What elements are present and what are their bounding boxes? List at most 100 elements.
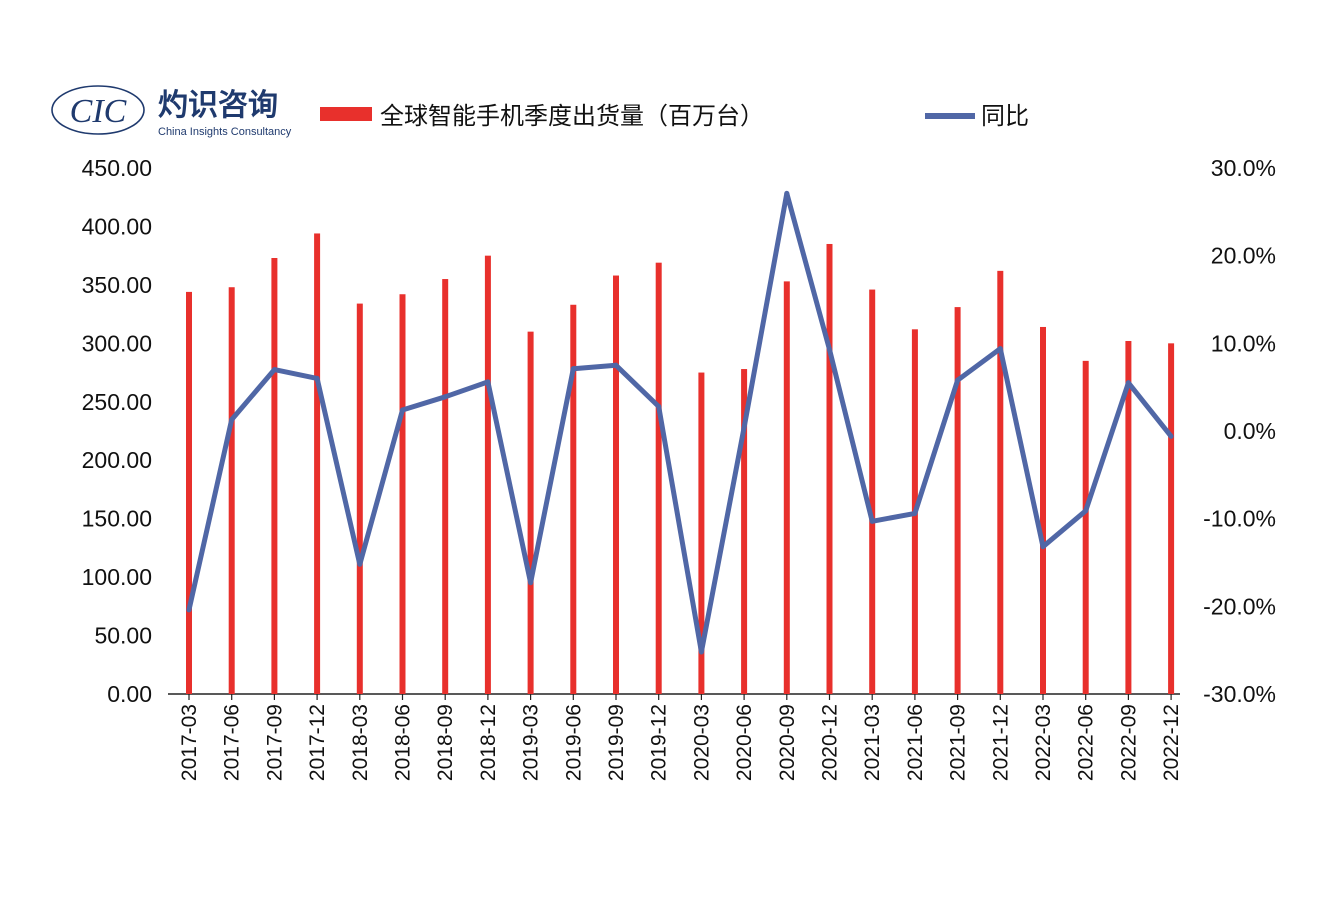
yoy-point-2020-09	[784, 190, 790, 196]
logo-swoosh-icon	[51, 85, 145, 135]
x-tick-label: 2017-12	[306, 704, 329, 781]
x-tick-label: 2019-06	[562, 704, 585, 781]
bar-2022-06	[1082, 360, 1089, 694]
bar-2019-03	[527, 331, 534, 694]
y-right-tick-label: -20.0%	[1203, 593, 1276, 619]
x-tick-label: 2020-09	[776, 704, 799, 781]
yoy-line	[186, 190, 1174, 655]
logo-name-en: China Insights Consultancy	[158, 126, 292, 138]
x-tick-label: 2021-06	[904, 704, 927, 781]
y-left-tick-label: 0.00	[107, 681, 152, 707]
bar-2019-06	[570, 304, 577, 694]
y-left-tick-label: 350.00	[82, 272, 152, 298]
bar-2018-03	[356, 303, 363, 694]
y-left-tick-label: 150.00	[82, 506, 152, 532]
y-left-tick-label: 250.00	[82, 389, 152, 415]
x-tick-label: 2017-06	[221, 704, 244, 781]
y-left-tick-label: 200.00	[82, 447, 152, 473]
yoy-point-2022-06	[1083, 508, 1089, 514]
yoy-point-2018-09	[442, 394, 448, 400]
x-tick-label: 2018-03	[349, 704, 372, 781]
yoy-point-2018-06	[400, 407, 405, 413]
yoy-point-2019-12	[656, 403, 662, 409]
yoy-point-2022-03	[1040, 544, 1046, 550]
x-tick-label: 2022-03	[1032, 704, 1055, 781]
y-left-tick-labels: 0.00 50.00 100.00 150.00 200.00 250.00 300.00 3…	[82, 155, 152, 707]
legend-bar-swatch	[320, 107, 372, 121]
bar-2021-03	[869, 289, 876, 694]
y-right-tick-label: -10.0%	[1203, 506, 1276, 532]
x-tick-label: 2020-12	[819, 704, 842, 781]
y-left-tick-label: 450.00	[82, 155, 152, 181]
y-right-tick-label: -30.0%	[1203, 681, 1276, 707]
x-tick-label: 2018-09	[434, 704, 457, 781]
x-tick-label: 2018-06	[392, 704, 415, 781]
bar-2020-03	[698, 372, 705, 694]
x-tick-label: 2019-09	[605, 704, 628, 781]
x-tick-label: 2017-03	[178, 704, 201, 781]
y-right-tick-labels: -30.0% -20.0% -10.0% 0.0% 10.0% 20.0% 30.0%	[1203, 155, 1276, 707]
y-left-tick-label: 400.00	[82, 213, 152, 239]
x-tick-label: 2021-09	[947, 704, 970, 781]
logo-name-cn: 灼识咨询	[158, 88, 278, 123]
yoy-point-2021-09	[955, 377, 961, 383]
x-tick-label: 2017-09	[263, 704, 286, 781]
yoy-point-2020-03	[698, 649, 704, 655]
bar-2022-09	[1125, 340, 1132, 694]
x-axis-tick-labels: 2017-03 2017-06 2017-09 2017-12 2018-03 2018-…	[178, 694, 1183, 781]
bar-2020-09	[783, 281, 790, 694]
y-left-tick-label: 300.00	[82, 330, 152, 356]
bar-2018-09	[442, 279, 449, 694]
x-tick-label: 2019-03	[520, 704, 543, 781]
yoy-point-2017-09	[271, 367, 277, 373]
yoy-point-2019-06	[570, 366, 576, 372]
bar-2019-09	[613, 275, 619, 694]
x-tick-label: 2020-03	[690, 704, 713, 781]
yoy-point-2022-12	[1168, 433, 1174, 439]
yoy-point-2020-06	[741, 424, 747, 430]
y-right-tick-label: 10.0%	[1211, 330, 1276, 356]
y-left-tick-label: 50.00	[94, 623, 152, 649]
bar-series	[186, 233, 1175, 695]
logo-mark: CIC	[70, 93, 127, 130]
yoy-point-2017-12	[314, 375, 320, 381]
legend: 全球智能手机季度出货量（百万台） 同比	[320, 102, 1029, 130]
bar-2019-12	[655, 262, 662, 694]
line-series	[186, 190, 1174, 655]
bar-2017-06	[228, 287, 235, 694]
yoy-point-2021-12	[997, 346, 1003, 352]
x-tick-label: 2021-12	[989, 704, 1012, 781]
x-tick-label: 2021-03	[861, 704, 884, 781]
y-right-tick-label: 20.0%	[1211, 243, 1276, 269]
bar-2018-06	[399, 294, 406, 694]
bar-2017-09	[271, 258, 278, 694]
legend-bar-label: 全球智能手机季度出货量（百万台）	[380, 102, 764, 130]
yoy-point-2021-06	[912, 510, 918, 516]
x-tick-label: 2022-12	[1160, 704, 1183, 781]
y-left-tick-label: 100.00	[82, 564, 152, 590]
x-tick-label: 2019-12	[648, 704, 671, 781]
x-tick-label: 2022-09	[1117, 704, 1140, 781]
bar-2020-06	[741, 369, 748, 694]
yoy-point-2017-06	[229, 417, 235, 423]
yoy-point-2017-03	[186, 607, 192, 613]
bar-2021-09	[954, 307, 961, 694]
yoy-point-2019-09	[613, 362, 619, 368]
yoy-point-2021-03	[869, 518, 875, 524]
y-right-tick-label: 30.0%	[1211, 155, 1276, 181]
x-tick-label: 2022-06	[1075, 704, 1098, 781]
bar-2017-03	[186, 291, 192, 694]
bar-2020-12	[826, 243, 833, 694]
bar-2022-12	[1168, 343, 1175, 694]
bar-2021-12	[997, 270, 1004, 694]
yoy-point-2018-03	[357, 561, 363, 567]
legend-line-label: 同比	[981, 102, 1029, 130]
bar-2017-12	[314, 233, 321, 695]
bar-2022-03	[1040, 326, 1046, 694]
y-right-tick-label: 0.0%	[1224, 418, 1276, 444]
yoy-point-2020-12	[827, 346, 832, 352]
yoy-point-2022-09	[1125, 380, 1131, 386]
yoy-point-2018-12	[485, 379, 491, 385]
x-tick-label: 2018-12	[477, 704, 500, 781]
